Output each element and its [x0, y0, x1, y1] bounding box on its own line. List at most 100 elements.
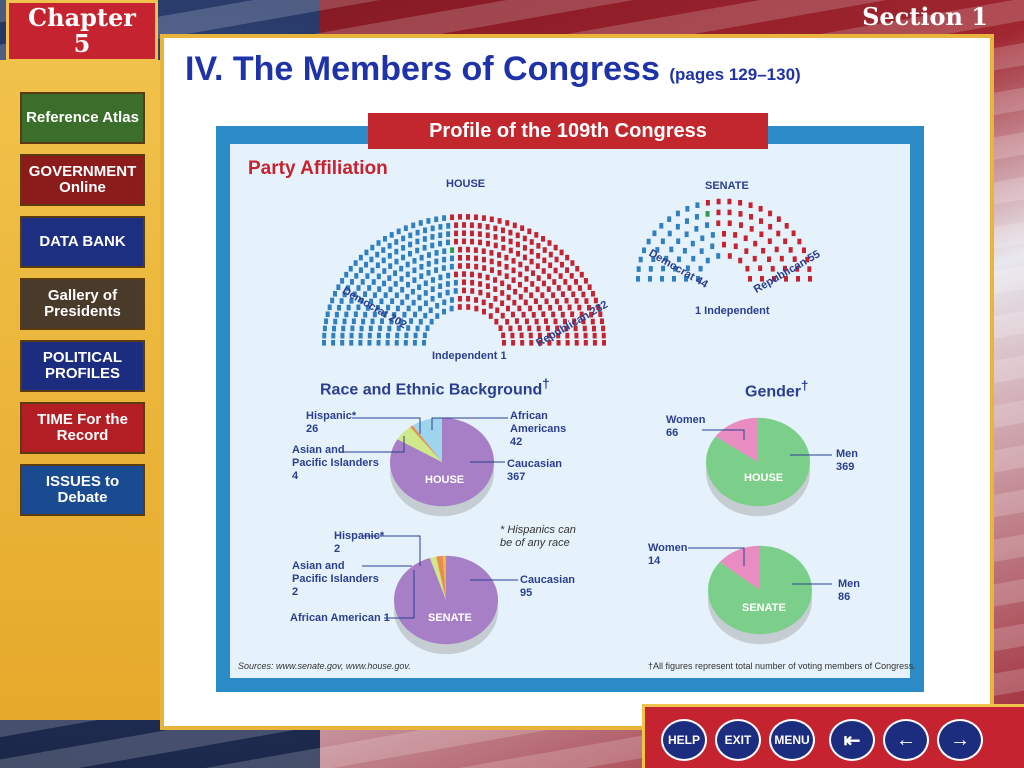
footnote: †All figures represent total number of v… — [648, 661, 916, 671]
seat-mark — [457, 263, 462, 269]
seat-mark — [449, 305, 454, 312]
seat-mark — [418, 220, 423, 226]
seat-mark — [470, 238, 475, 245]
seat-mark — [388, 286, 393, 293]
seat-mark — [535, 263, 540, 269]
house-hispanic-text: Hispanic* — [306, 410, 357, 422]
seat-mark — [601, 325, 606, 332]
seat-mark — [428, 307, 433, 314]
seat-mark — [601, 332, 606, 339]
senate-asian-text: Asian and Pacific Islanders — [292, 560, 379, 585]
chapter-tab: Chapter 5 — [6, 0, 158, 62]
seat-mark — [438, 274, 443, 281]
seat-mark — [438, 283, 443, 289]
seat-mark — [481, 299, 486, 306]
seat-mark — [705, 211, 710, 217]
seat-mark — [772, 276, 776, 282]
seat-mark — [518, 261, 523, 268]
seat-mark — [556, 340, 561, 346]
seat-mark — [672, 276, 676, 282]
seat-mark — [388, 263, 393, 269]
help-button[interactable]: HELP — [661, 719, 707, 761]
seat-mark — [792, 256, 797, 262]
seat-mark — [429, 318, 434, 325]
seat-mark — [574, 279, 579, 285]
seat-mark — [450, 214, 455, 221]
seat-mark — [768, 210, 773, 217]
seat-mark — [517, 325, 522, 331]
seat-mark — [710, 243, 715, 250]
senate-men-text: Men — [838, 578, 860, 590]
seat-mark — [667, 216, 672, 222]
seat-mark — [481, 215, 486, 221]
menu-button[interactable]: MENU — [769, 719, 815, 761]
seat-mark — [382, 268, 387, 274]
seat-mark — [399, 265, 404, 272]
seat-mark — [511, 340, 516, 346]
seat-mark — [596, 304, 601, 311]
seat-mark — [375, 251, 380, 258]
seat-mark — [577, 304, 582, 311]
seat-mark — [517, 281, 522, 288]
seat-mark — [582, 325, 587, 332]
seat-mark — [571, 291, 576, 298]
senate-race-pie-slice — [394, 555, 499, 645]
seat-mark — [402, 311, 407, 318]
seat-mark — [774, 246, 779, 253]
seat-mark — [493, 295, 498, 302]
house-african-count: 42 — [510, 436, 523, 448]
sidebar-item-issues-to-debate[interactable]: ISSUES to Debate — [20, 464, 145, 516]
back-arrow-icon[interactable]: ← — [883, 719, 929, 761]
house-women-label: Women 66 — [666, 414, 706, 440]
seat-mark — [438, 240, 443, 247]
sidebar-item-political-profiles[interactable]: POLITICAL PROFILES — [20, 340, 145, 392]
seat-mark — [474, 255, 479, 262]
seat-mark — [353, 260, 358, 266]
seat-mark — [410, 288, 415, 295]
seat-mark — [528, 305, 533, 312]
sidebar-item-government-online[interactable]: GOVERNMENT Online — [20, 154, 145, 206]
house-men-text: Men — [836, 448, 858, 460]
seat-mark — [466, 295, 471, 302]
sidebar-item-time-for-the-record[interactable]: TIME For the Record — [20, 402, 145, 454]
seat-mark — [808, 276, 812, 282]
house-hispanic-count: 26 — [306, 423, 319, 435]
chapter-number: 5 — [73, 29, 91, 58]
seat-mark — [462, 287, 466, 294]
seat-mark — [430, 242, 435, 249]
seat-mark — [465, 246, 470, 253]
seat-mark — [695, 202, 700, 208]
seat-mark — [660, 276, 664, 282]
seat-mark — [331, 332, 336, 339]
seat-mark — [411, 222, 416, 229]
sidebar-item-data-bank[interactable]: DATA BANK — [20, 216, 145, 268]
senate-race-pie-slice — [429, 556, 446, 600]
seat-mark — [411, 299, 416, 306]
seat-mark — [415, 325, 420, 332]
seat-mark — [744, 248, 749, 254]
seat-mark — [418, 305, 423, 312]
seat-mark — [673, 265, 678, 272]
seat-mark — [422, 244, 427, 251]
exit-button[interactable]: EXIT — [715, 719, 761, 761]
seat-mark — [501, 244, 506, 251]
seat-mark — [470, 279, 475, 286]
senate-men-count: 86 — [838, 591, 851, 603]
senate-hispanic-count: 2 — [334, 543, 341, 555]
seat-mark — [376, 273, 381, 280]
seat-mark — [669, 246, 674, 253]
seat-mark — [554, 256, 559, 263]
seat-mark — [481, 248, 486, 255]
seat-mark — [485, 224, 490, 230]
seat-mark — [493, 234, 498, 240]
gender-heading-text: Gender — [745, 383, 802, 401]
sidebar-item-reference-atlas[interactable]: Reference Atlas — [20, 92, 145, 144]
seat-mark — [489, 267, 494, 273]
sidebar-item-gallery-of-presidents[interactable]: Gallery of Presidents — [20, 278, 145, 330]
seat-mark — [558, 305, 563, 311]
forward-arrow-icon[interactable]: → — [937, 719, 983, 761]
house-caucasian-count: 367 — [507, 471, 526, 483]
first-page-icon[interactable]: ⇤ — [829, 719, 875, 761]
seat-mark — [685, 218, 689, 224]
seat-mark — [415, 229, 420, 236]
